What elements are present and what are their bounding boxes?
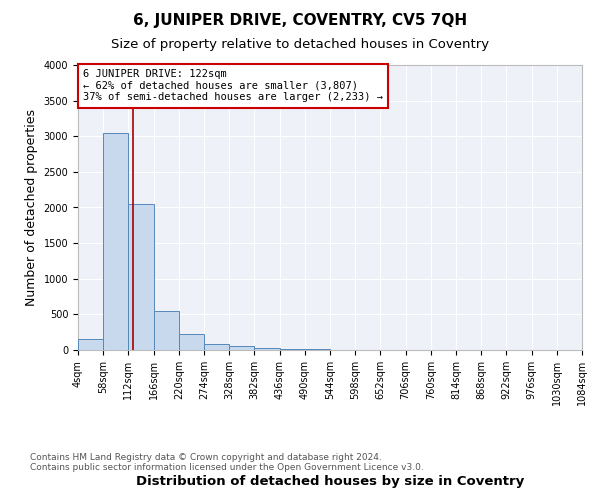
Bar <box>154 311 179 350</box>
Bar <box>179 334 204 350</box>
Bar <box>204 344 229 350</box>
Bar <box>229 346 254 350</box>
Text: Contains HM Land Registry data © Crown copyright and database right 2024.: Contains HM Land Registry data © Crown c… <box>30 454 382 462</box>
Text: Distribution of detached houses by size in Coventry: Distribution of detached houses by size … <box>136 474 524 488</box>
Text: 6 JUNIPER DRIVE: 122sqm
← 62% of detached houses are smaller (3,807)
37% of semi: 6 JUNIPER DRIVE: 122sqm ← 62% of detache… <box>83 70 383 102</box>
Y-axis label: Number of detached properties: Number of detached properties <box>25 109 38 306</box>
Text: 6, JUNIPER DRIVE, COVENTRY, CV5 7QH: 6, JUNIPER DRIVE, COVENTRY, CV5 7QH <box>133 12 467 28</box>
Bar <box>103 132 128 350</box>
Bar <box>128 204 154 350</box>
Text: Size of property relative to detached houses in Coventry: Size of property relative to detached ho… <box>111 38 489 51</box>
Bar <box>254 348 280 350</box>
Bar <box>78 340 103 350</box>
Text: Contains public sector information licensed under the Open Government Licence v3: Contains public sector information licen… <box>30 464 424 472</box>
